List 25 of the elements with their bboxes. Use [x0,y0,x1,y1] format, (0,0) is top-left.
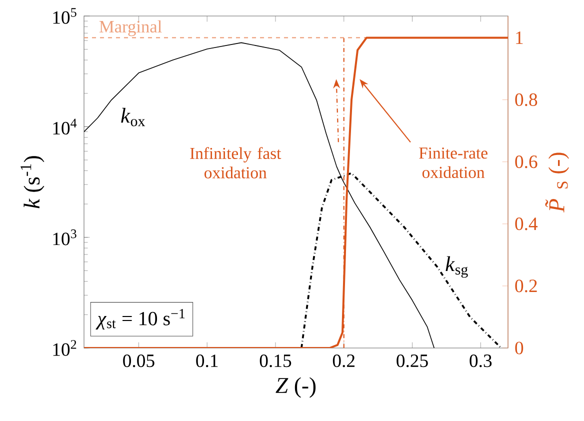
y-tick-label: 10$^{2}$ [53,340,76,356]
y-axis-title: k (s$^{-1}$) [20,156,44,208]
x-tick-label: 0.2 [332,354,355,368]
x-tick-label: 0.1 [196,354,218,368]
y-tick-label: 10$^{5}$ [53,8,76,24]
y2-tick-label: 1 [516,32,523,44]
y2-tick-label: 0.4 [515,218,538,230]
annotation: χ$_{st}$ = 10 s$^{−1}$ [96,308,185,330]
ref-line-label: Marginal [99,20,162,36]
x-axis-title: Z (-) [276,377,316,398]
x-tick-label: 0.15 [260,354,292,368]
annotation: Finite-rate oxidation [419,147,488,178]
y2-axis-title: P̃$_{S}$ (-) [545,152,570,212]
x-tick-label: 0.05 [123,354,154,368]
y2-tick-label: 0.8 [515,93,538,106]
y2-tick-label: 0.2 [515,280,537,292]
y2-tick-label: 0 [515,342,524,354]
y2-tick-label: 0.6 [515,155,538,168]
x-tick-label: 0.25 [396,354,428,368]
y-tick-label: 10$^{3}$ [53,229,76,246]
y-tick-label: 10$^{4}$ [53,118,77,135]
series-label: k$_{ox}$ [121,108,146,126]
series-label: k$_{sg}$ [446,256,468,278]
x-tick-label: 0.3 [470,354,492,368]
annotation: Infinitely fast oxidation [190,147,282,178]
